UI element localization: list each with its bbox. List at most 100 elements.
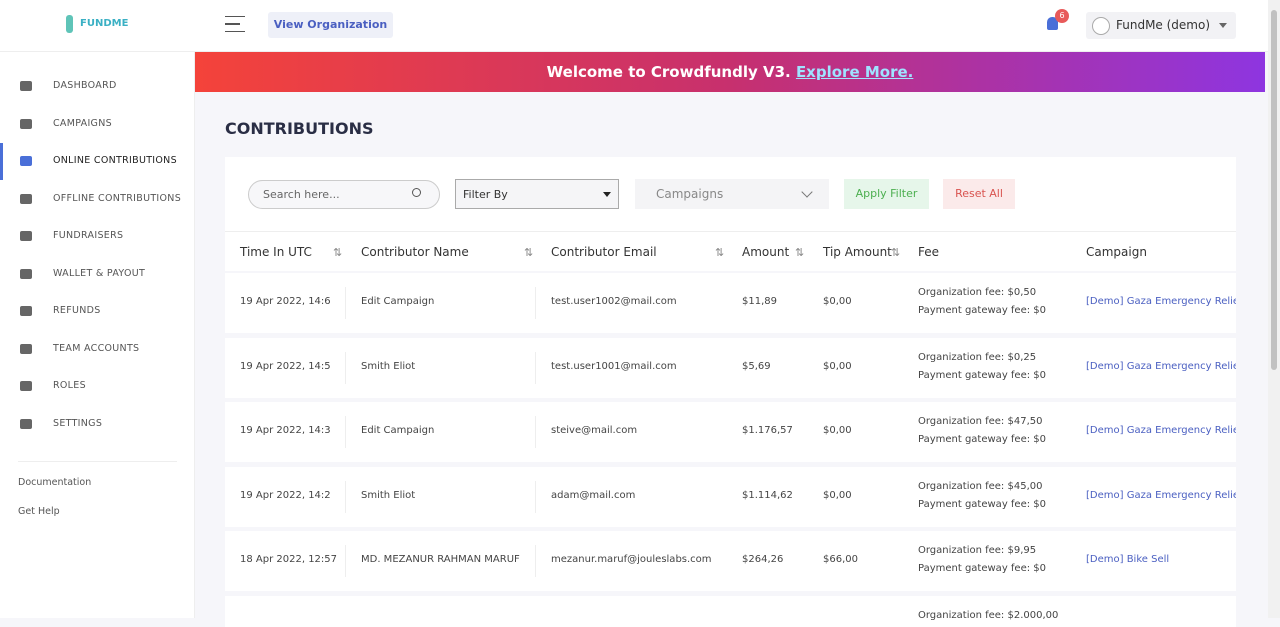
logo-icon (66, 15, 73, 33)
account-menu[interactable]: FundMe (demo) (1086, 12, 1236, 39)
help-link[interactable]: Get Help (18, 506, 60, 517)
cell-amount: $11,89 (742, 296, 777, 307)
filter-select[interactable]: Filter By (455, 179, 619, 209)
cell-divider (345, 545, 346, 577)
search-input[interactable]: Search here... (248, 180, 440, 209)
column-header[interactable]: Contributor Email (551, 245, 657, 259)
cell-amount: $1.114,62 (742, 490, 793, 501)
cell-name: Smith Eliot (361, 490, 415, 501)
cell-name: Smith Eliot (361, 361, 415, 372)
table-row: 19 Apr 2022, 14:6 Edit Campaign test.user1… (225, 273, 1236, 333)
sort-icon: ⇅ (524, 246, 533, 259)
search-icon (412, 188, 421, 197)
campaign-link[interactable]: [Demo] Gaza Emergency Relie (1086, 490, 1236, 501)
cell-time: 19 Apr 2022, 14:2 (240, 490, 331, 501)
column-header[interactable]: Amount (742, 245, 789, 259)
nav-item[interactable]: REFUNDS (53, 305, 101, 316)
filter-bar: Search here... Filter By Campaigns Apply… (225, 157, 1236, 231)
nav-icon (20, 269, 32, 279)
gateway-fee: Payment gateway fee: $0 (918, 434, 1046, 445)
nav-item[interactable]: DASHBOARD (53, 80, 117, 91)
nav-icon (20, 231, 32, 241)
menu-toggle[interactable] (225, 16, 245, 32)
gateway-fee: Payment gateway fee: $0 (918, 305, 1046, 316)
column-header[interactable]: Tip Amount (823, 245, 892, 259)
avatar (1092, 17, 1110, 35)
nav-item[interactable]: CAMPAIGNS (53, 118, 112, 129)
org-fee: Organization fee: $47,50 (918, 416, 1042, 427)
cell-name: Edit Campaign (361, 425, 434, 436)
cell-divider (535, 545, 536, 577)
org-fee: Organization fee: $0,50 (918, 287, 1036, 298)
cell-tip: $66,00 (823, 554, 858, 565)
table-row: Organization fee: $2.000,00 (225, 596, 1236, 627)
cell-email: steive@mail.com (551, 425, 637, 436)
cell-amount: $5,69 (742, 361, 771, 372)
nav-item[interactable]: FUNDRAISERS (53, 230, 123, 241)
column-header[interactable]: Contributor Name (361, 245, 469, 259)
campaign-link[interactable]: [Demo] Bike Sell (1086, 554, 1169, 565)
nav-item[interactable]: WALLET & PAYOUT (53, 268, 145, 279)
column-header[interactable]: Campaign (1086, 245, 1147, 259)
campaign-link[interactable]: [Demo] Gaza Emergency Relie (1086, 361, 1236, 372)
divider (18, 461, 177, 462)
banner: Welcome to Crowdfundly V3. Explore More. (195, 52, 1265, 92)
help-link[interactable]: Documentation (18, 477, 91, 488)
cell-email: adam@mail.com (551, 490, 635, 501)
cell-tip: $0,00 (823, 361, 852, 372)
cell-amount: $1.176,57 (742, 425, 793, 436)
campaign-link[interactable]: [Demo] Gaza Emergency Relie (1086, 296, 1236, 307)
cell-time: 19 Apr 2022, 14:5 (240, 361, 331, 372)
cell-tip: $0,00 (823, 296, 852, 307)
active-indicator (0, 143, 3, 180)
nav-icon (20, 381, 32, 391)
table-header: Time In UTC ⇅ Contributor Name ⇅ Contributor… (225, 231, 1236, 271)
nav-icon (20, 419, 32, 429)
cell-time: 18 Apr 2022, 12:57 (240, 554, 337, 565)
campaign-select[interactable]: Campaigns (635, 179, 829, 209)
cell-divider (535, 416, 536, 448)
column-header[interactable]: Time In UTC (240, 245, 312, 259)
account-name: FundMe (demo) (1116, 18, 1210, 32)
caret (603, 192, 611, 201)
caret (1219, 23, 1227, 32)
nav-icon (20, 344, 32, 354)
campaign-link[interactable]: [Demo] Gaza Emergency Relie (1086, 425, 1236, 436)
apply-filter[interactable]: Apply Filter (844, 179, 929, 209)
nav-icon (20, 81, 32, 91)
cell-divider (535, 287, 536, 319)
reset-all[interactable]: Reset All (943, 179, 1015, 209)
cell-time: 19 Apr 2022, 14:6 (240, 296, 331, 307)
nav-item[interactable]: ROLES (53, 380, 86, 391)
view-organization[interactable]: View Organization (268, 12, 393, 38)
sort-icon: ⇅ (333, 246, 342, 259)
cell-divider (345, 352, 346, 384)
banner-link[interactable]: Explore More. (796, 63, 913, 81)
column-header[interactable]: Fee (918, 245, 939, 259)
cell-divider (345, 416, 346, 448)
nav-item[interactable]: ONLINE CONTRIBUTIONS (53, 155, 177, 166)
scrollbar[interactable] (1268, 0, 1280, 618)
table-row: 19 Apr 2022, 14:2 Smith Eliot adam@mail.co… (225, 467, 1236, 527)
sort-icon: ⇅ (715, 246, 724, 259)
nav-item[interactable]: SETTINGS (53, 418, 102, 429)
cell-divider (535, 352, 536, 384)
sort-icon: ⇅ (891, 246, 900, 259)
cell-divider (345, 287, 346, 319)
gateway-fee: Payment gateway fee: $0 (918, 499, 1046, 510)
cell-tip: $0,00 (823, 425, 852, 436)
table-row: 18 Apr 2022, 12:57 MD. MEZANUR RAHMAN MAR… (225, 531, 1236, 591)
contributions-card: Search here... Filter By Campaigns Apply… (225, 157, 1236, 627)
nav-item[interactable]: OFFLINE CONTRIBUTIONS (53, 193, 181, 204)
nav-item[interactable]: TEAM ACCOUNTS (53, 343, 139, 354)
cell-email: mezanur.maruf@jouleslabs.com (551, 554, 712, 565)
cell-name: Edit Campaign (361, 296, 434, 307)
page-title: CONTRIBUTIONS (225, 119, 374, 138)
cell-email: test.user1002@mail.com (551, 296, 677, 307)
cell-divider (345, 481, 346, 513)
cell-divider (535, 481, 536, 513)
cell-name: MD. MEZANUR RAHMAN MARUF (361, 554, 520, 565)
